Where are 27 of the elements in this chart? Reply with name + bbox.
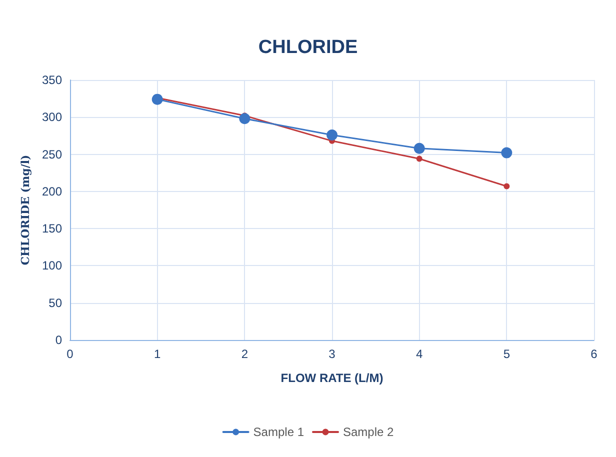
point (416, 156, 422, 162)
x-tick-label: 4 (416, 347, 423, 361)
x-tick-label: 3 (328, 347, 336, 361)
x-tick-label: 6 (590, 347, 598, 361)
y-tick-label: 50 (48, 296, 62, 310)
chart-title: CHLORIDE (258, 37, 358, 58)
x-tick-label: 1 (154, 347, 161, 361)
x-tick-label: 5 (503, 347, 510, 361)
x-axis-title: FLOW RATE (L/M) (280, 371, 384, 385)
point (326, 129, 338, 140)
y-tick-label: 300 (42, 110, 62, 124)
x-tick-label: 0 (66, 347, 74, 361)
x-tick-label: 2 (241, 347, 248, 361)
point (504, 183, 510, 190)
y-axis-title: CHLORIDE (mg/l) (19, 154, 32, 266)
point (239, 113, 250, 124)
y-tick-label: 100 (42, 258, 62, 273)
y-tick-label: 0 (55, 333, 62, 347)
y-tick-label: 250 (42, 147, 62, 162)
y-tick-label: 150 (42, 222, 62, 236)
legend-label: Sample 1 (253, 425, 304, 439)
legend-label: Sample 2 (343, 425, 394, 439)
y-tick-label: 200 (42, 184, 62, 198)
y-tick-label: 350 (42, 73, 62, 87)
point (152, 94, 163, 105)
point (414, 142, 425, 154)
point (501, 147, 512, 158)
